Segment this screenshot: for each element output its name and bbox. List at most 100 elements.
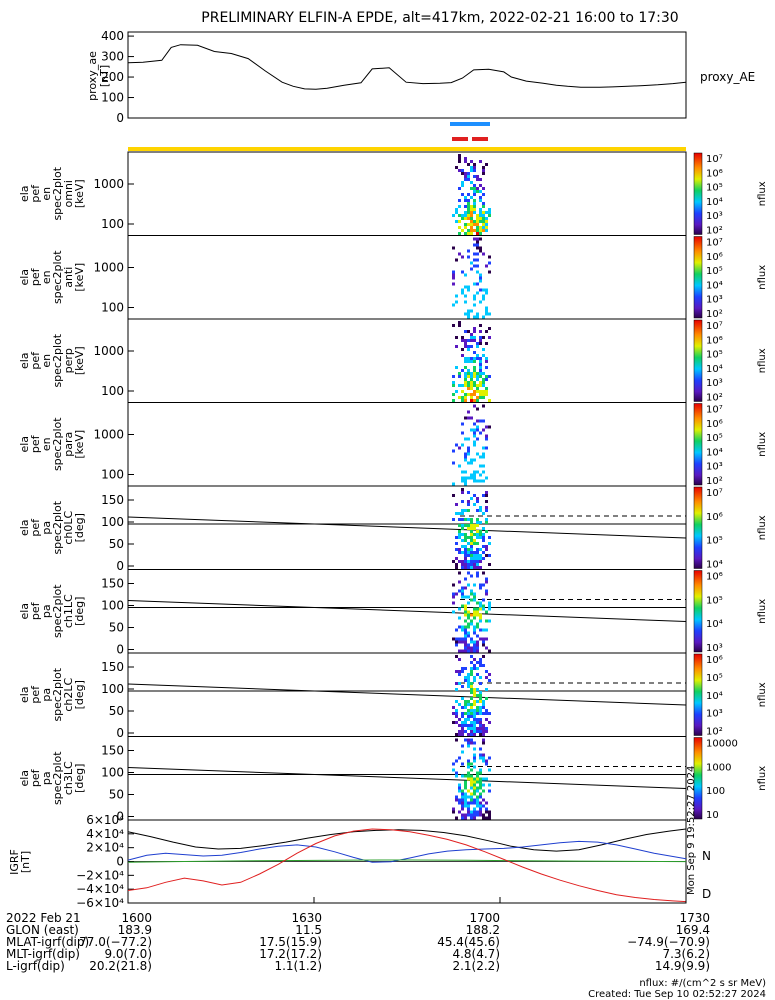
- heatmap-cell: [467, 777, 470, 781]
- heatmap-cell: [464, 586, 467, 590]
- heatmap-cell: [455, 682, 458, 685]
- igrf-ylabel-line: IGRF: [8, 849, 21, 875]
- heatmap-cell: [476, 798, 479, 802]
- heatmap-cell: [479, 810, 482, 814]
- heatmap-cell: [467, 807, 470, 811]
- heatmap-cell: [485, 223, 488, 226]
- panel-ylabel-line: pef: [29, 351, 42, 370]
- footer-value: 1730: [679, 911, 710, 925]
- heatmap-cell: [464, 610, 467, 614]
- proxy-ae-ytick-label: 300: [101, 50, 124, 64]
- panel-ylabel-line: spec2plot: [51, 584, 64, 638]
- panel-ylabel-line: perp: [62, 348, 75, 373]
- heatmap-cell: [473, 524, 476, 527]
- heatmap-cell: [470, 566, 473, 569]
- heatmap-cell: [464, 226, 467, 229]
- heatmap-cell: [464, 452, 467, 456]
- colorbar-tick-label: 10²: [706, 309, 723, 320]
- footer-value: 14.9(9.9): [655, 959, 710, 973]
- heatmap-cell: [452, 375, 455, 378]
- heatmap-cell: [473, 336, 476, 339]
- heatmap-cell: [479, 557, 482, 560]
- heatmap-cell: [461, 604, 464, 608]
- panel-ylabel-line: ela: [18, 185, 31, 202]
- heatmap-cell: [458, 789, 461, 793]
- heatmap-cell: [461, 589, 464, 593]
- heatmap-cell: [464, 476, 467, 480]
- heatmap-cell: [473, 458, 476, 462]
- heatmap-cell: [470, 574, 473, 578]
- heatmap-cell: [467, 595, 470, 599]
- colorbar-tick-label: 10⁷: [706, 405, 723, 416]
- heatmap-cell: [473, 476, 476, 480]
- heatmap-cell: [473, 223, 476, 226]
- colorbar-tick-label: 1000: [706, 762, 731, 773]
- heatmap-cell: [476, 810, 479, 814]
- heatmap-cell: [476, 530, 479, 533]
- heatmap-cell: [482, 598, 485, 602]
- heatmap-cell: [467, 563, 470, 566]
- heatmap-cell: [485, 342, 488, 345]
- heatmap-cell: [482, 640, 485, 644]
- heatmap-cell: [461, 724, 464, 727]
- heatmap-cell: [461, 336, 464, 339]
- heatmap-cell: [479, 706, 482, 709]
- heatmap-cell: [476, 237, 479, 241]
- heatmap-cell: [461, 181, 464, 184]
- heatmap-cell: [482, 536, 485, 539]
- heatmap-cell: [470, 649, 473, 653]
- heatmap-cell: [470, 768, 473, 772]
- heatmap-cell: [464, 604, 467, 608]
- heatmap-cell: [482, 724, 485, 727]
- heatmap-cell: [482, 479, 485, 483]
- heatmap-cell: [467, 566, 470, 569]
- heatmap-cell: [467, 616, 470, 620]
- heatmap-cell: [458, 220, 461, 223]
- heatmap-cell: [473, 557, 476, 560]
- heatmap-cell: [485, 309, 488, 313]
- heatmap-cell: [485, 366, 488, 369]
- heatmap-cell: [458, 670, 461, 673]
- heatmap-cell: [470, 416, 473, 420]
- spectrogram-panel-omni: 1000 100 elapefenspec2plotomni[keV] 10⁷ 10⁶ 1…: [18, 151, 768, 237]
- heatmap-cell: [488, 211, 491, 214]
- heatmap-cell: [476, 470, 479, 474]
- heatmap-cell: [452, 381, 455, 384]
- heatmap-cell: [473, 563, 476, 566]
- heatmap-cell: [470, 670, 473, 673]
- heatmap-cell: [464, 676, 467, 679]
- proxy-ae-legend: proxy_AE: [700, 70, 755, 84]
- heatmap-cell: [458, 372, 461, 375]
- heatmap-cell: [467, 491, 470, 494]
- proxy-ae-ylabel-line: proxy_ae: [86, 51, 99, 101]
- heatmap-cell: [470, 774, 473, 778]
- panel-ylabel-line: omni: [62, 180, 75, 207]
- heatmap-cell: [476, 479, 479, 483]
- heatmap-cell: [458, 548, 461, 551]
- heatmap-cell: [479, 661, 482, 664]
- heatmap-cell: [482, 730, 485, 733]
- heatmap-cell: [473, 202, 476, 205]
- heatmap-cell: [476, 500, 479, 503]
- heatmap-cell: [473, 715, 476, 718]
- igrf-legend-d: D: [702, 887, 711, 901]
- heatmap-cell: [461, 586, 464, 590]
- heatmap-cell: [467, 625, 470, 629]
- heatmap-cell: [458, 589, 461, 593]
- colorbar-tick-label: 10³: [706, 378, 723, 389]
- heatmap-cell: [470, 393, 473, 396]
- heatmap-cell: [485, 530, 488, 533]
- panel-ylabel: elapefpaspec2plotch0LC[deg]: [18, 500, 86, 554]
- heatmap-cell: [479, 548, 482, 551]
- heatmap-cell: [479, 237, 482, 241]
- heatmap-cell: [485, 434, 488, 438]
- heatmap-cell: [473, 756, 476, 760]
- panel-ylabel-line: pef: [29, 518, 42, 537]
- heatmap-cell: [479, 682, 482, 685]
- heatmap-cell: [482, 804, 485, 808]
- heatmap-cell: [464, 300, 467, 304]
- heatmap-cell: [455, 592, 458, 596]
- heatmap-cell: [476, 315, 479, 319]
- heatmap-cell: [473, 327, 476, 330]
- colorbar-tick-label: 10³: [706, 295, 723, 306]
